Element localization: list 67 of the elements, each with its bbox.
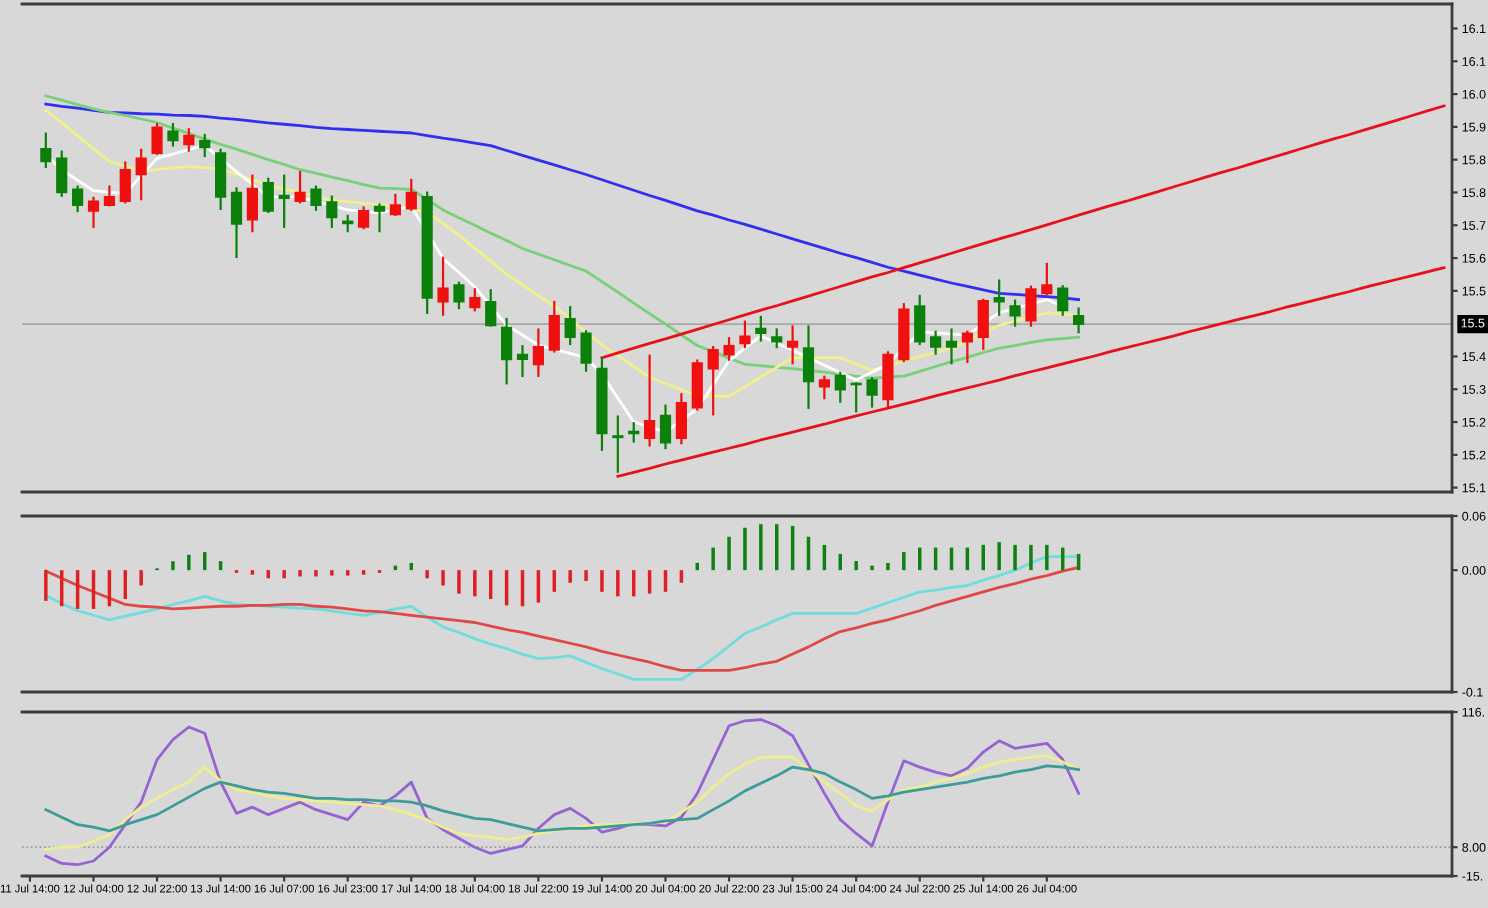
candlestick: [818, 374, 830, 401]
candlestick: [151, 121, 163, 156]
candlestick: [215, 147, 227, 212]
candlestick: [993, 278, 1005, 317]
candlestick: [1041, 261, 1053, 297]
candlestick: [802, 324, 815, 411]
candlestick: [787, 324, 799, 366]
candlestick: [914, 293, 926, 347]
candlestick: [246, 173, 258, 234]
candlestick: [548, 299, 560, 354]
candlestick: [294, 169, 306, 205]
candlestick: [183, 127, 195, 153]
candlestick: [437, 255, 449, 317]
candlestick: [612, 414, 624, 474]
candlestick: [199, 132, 211, 159]
candlestick: [119, 160, 131, 205]
candlestick: [628, 420, 640, 444]
candlestick: [167, 121, 179, 148]
line-series: [44, 566, 1080, 672]
candlestick: [1057, 284, 1069, 317]
candlestick: [707, 344, 719, 417]
candlestick: [373, 202, 386, 234]
candlestick: [310, 184, 322, 212]
candlestick: [40, 131, 52, 170]
candlestick: [564, 305, 576, 347]
line-series: [44, 718, 1080, 867]
candlestick: [977, 297, 989, 351]
candlestick: [644, 353, 656, 448]
line-series: [44, 555, 1080, 681]
candlestick: [882, 350, 894, 411]
candlestick: [723, 336, 735, 362]
candlestick: [580, 329, 592, 373]
candlestick: [1025, 284, 1037, 328]
candlestick: [405, 177, 417, 212]
candlestick: [961, 329, 973, 365]
line-series: [44, 754, 1080, 852]
candlestick: [453, 280, 465, 311]
candlestick: [945, 327, 958, 366]
candlestick: [771, 327, 783, 350]
candlestick: [1009, 298, 1021, 328]
line-series: [600, 104, 1446, 360]
candlestick: [278, 173, 290, 229]
candlestick: [1073, 306, 1085, 335]
candlestick: [56, 149, 68, 198]
candlestick: [659, 403, 672, 451]
candlestick: [135, 147, 147, 202]
candlestick: [326, 194, 338, 229]
candlestick: [675, 392, 687, 446]
candlestick: [72, 184, 84, 214]
candlestick: [691, 358, 703, 412]
line-series: [44, 764, 1080, 833]
candlestick: [755, 314, 767, 343]
candlestick: [87, 195, 100, 229]
candlestick: [358, 205, 370, 231]
candlestick: [930, 329, 942, 356]
candlestick: [485, 287, 497, 328]
candlestick: [469, 287, 481, 313]
candlestick: [739, 319, 751, 350]
candlestick: [866, 375, 878, 409]
candlestick: [516, 343, 529, 379]
candlestick: [834, 370, 846, 404]
candlestick: [501, 316, 513, 386]
candlestick: [262, 176, 274, 215]
candlestick: [532, 327, 544, 379]
candlestick: [389, 192, 401, 218]
line-series: [616, 266, 1446, 478]
candlestick: [230, 186, 243, 260]
